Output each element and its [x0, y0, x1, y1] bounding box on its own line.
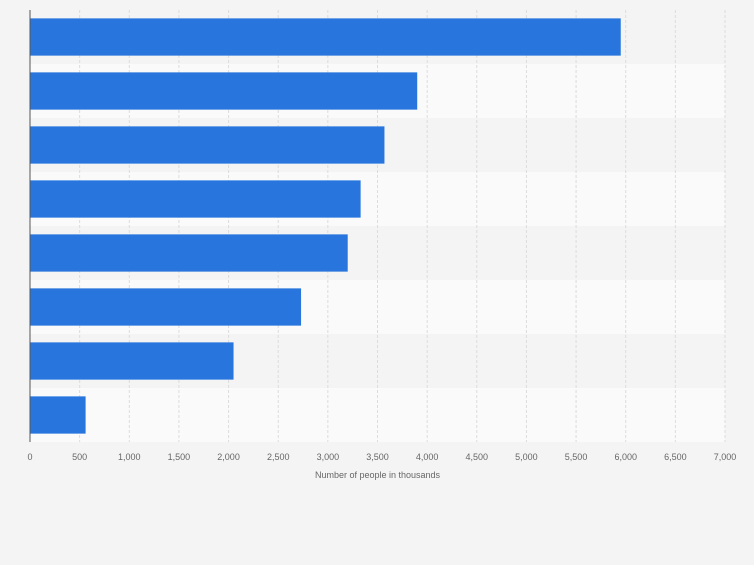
- bar: [30, 180, 361, 218]
- x-tick-label: 500: [72, 452, 87, 462]
- x-tick-label: 1,500: [168, 452, 191, 462]
- bars: [30, 18, 621, 434]
- x-tick-label: 6,500: [664, 452, 687, 462]
- bar: [30, 396, 86, 434]
- x-tick-label: 5,000: [515, 452, 538, 462]
- x-tick-label: 4,500: [466, 452, 489, 462]
- x-tick-label: 7,000: [714, 452, 737, 462]
- x-tick-label: 2,500: [267, 452, 290, 462]
- x-tick-label: 4,000: [416, 452, 439, 462]
- x-tick-labels: 0 500 1,000 1,500 2,000 2,500 3,000 3,500 4,000 4…: [27, 452, 736, 462]
- bar: [30, 72, 418, 110]
- bar: [30, 18, 621, 56]
- x-tick-label: 2,000: [217, 452, 240, 462]
- bar: [30, 288, 302, 326]
- x-tick-label: 3,500: [366, 452, 389, 462]
- x-tick-label: 0: [27, 452, 32, 462]
- bar: [30, 126, 385, 164]
- bar: [30, 342, 234, 380]
- x-tick-label: 5,500: [565, 452, 588, 462]
- x-tick-label: 6,000: [614, 452, 637, 462]
- x-tick-label: 1,000: [118, 452, 141, 462]
- x-axis-label: Number of people in thousands: [315, 470, 441, 480]
- bar: [30, 234, 348, 272]
- x-tick-label: 3,000: [317, 452, 340, 462]
